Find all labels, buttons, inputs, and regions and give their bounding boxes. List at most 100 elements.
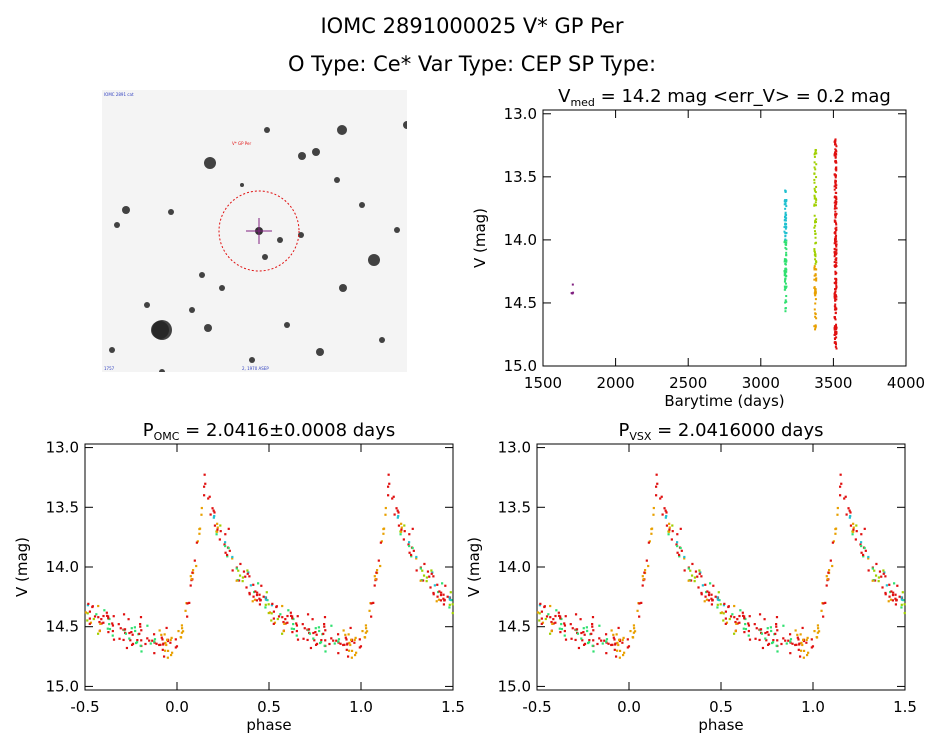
data-point [813,325,816,328]
star [159,369,165,372]
data-point [785,268,788,271]
data-point [714,595,717,598]
data-point [835,282,838,285]
data-point [591,622,594,626]
data-point [248,593,251,596]
star [189,307,195,313]
data-point [112,638,116,641]
data-point [760,632,764,635]
data-point [215,533,218,536]
data-point [655,473,658,476]
data-point [84,611,88,614]
data-point [709,582,712,585]
data-point [102,614,105,618]
data-point [446,595,449,598]
data-point [901,591,904,594]
data-point [720,611,724,614]
data-point [91,605,94,608]
data-point [784,219,787,222]
data-point [813,203,816,206]
data-point [845,513,848,516]
data-point [687,567,690,570]
y-tick-label: 13.5 [498,498,531,516]
data-point [216,528,219,531]
data-point [349,626,352,630]
data-point [744,622,747,626]
data-point [228,549,231,552]
data-point [900,603,903,606]
data-point [136,639,139,642]
data-point [163,649,167,652]
data-point [322,632,325,635]
data-point [368,609,371,612]
star [219,285,225,291]
data-point [384,513,387,516]
data-point [784,269,787,272]
data-point [317,626,320,629]
sky-label-bottom-center: 2, 1970 ASEP [242,366,269,371]
data-point [175,645,179,648]
data-point [813,181,816,184]
data-point [415,569,418,572]
data-point [296,615,299,618]
star [339,284,347,292]
star [298,232,304,238]
data-point [782,637,785,640]
data-point [98,620,101,624]
data-point [211,507,214,510]
star [337,125,347,135]
data-point [835,287,838,290]
data-point [783,230,786,233]
data-point [590,632,593,635]
data-point [655,494,658,497]
data-point [422,574,426,577]
data-point [574,613,578,616]
data-point [883,571,886,574]
y-tick-label: 14.0 [504,231,537,249]
data-point [867,555,870,559]
data-point [272,622,275,625]
data-point [797,638,800,641]
data-point [364,627,368,630]
data-point [291,631,294,634]
data-point [785,198,788,201]
data-point [353,653,357,657]
data-point [805,653,809,657]
data-point [833,255,836,258]
data-point [576,632,580,635]
data-point [785,239,788,242]
data-point [834,151,837,154]
data-point [345,638,348,641]
data-point [375,569,379,572]
data-point [621,653,625,657]
data-point [722,604,726,607]
data-point [833,326,836,329]
data-point [135,641,138,645]
data-point [203,494,206,497]
data-point [835,161,838,164]
data-point [423,562,426,566]
data-point [708,591,711,594]
data-point [747,622,750,625]
data-point [330,637,333,640]
data-point [130,627,133,630]
data-point [264,606,267,609]
data-point [847,507,850,510]
data-point [314,630,317,634]
data-point [166,656,169,659]
data-point [200,506,203,510]
data-point [359,645,363,648]
y-tick-label: 13.5 [504,168,537,186]
data-point [238,574,242,577]
plot-frame [84,443,454,691]
data-point [372,601,375,605]
data-point [775,644,778,647]
data-point [813,204,816,207]
data-point [802,649,806,652]
x-tick-label: 3000 [742,374,780,392]
data-point [574,638,577,642]
data-point [591,644,594,647]
data-point [348,641,351,644]
x-tick-label: -0.5 [70,698,99,716]
data-point [814,262,817,265]
